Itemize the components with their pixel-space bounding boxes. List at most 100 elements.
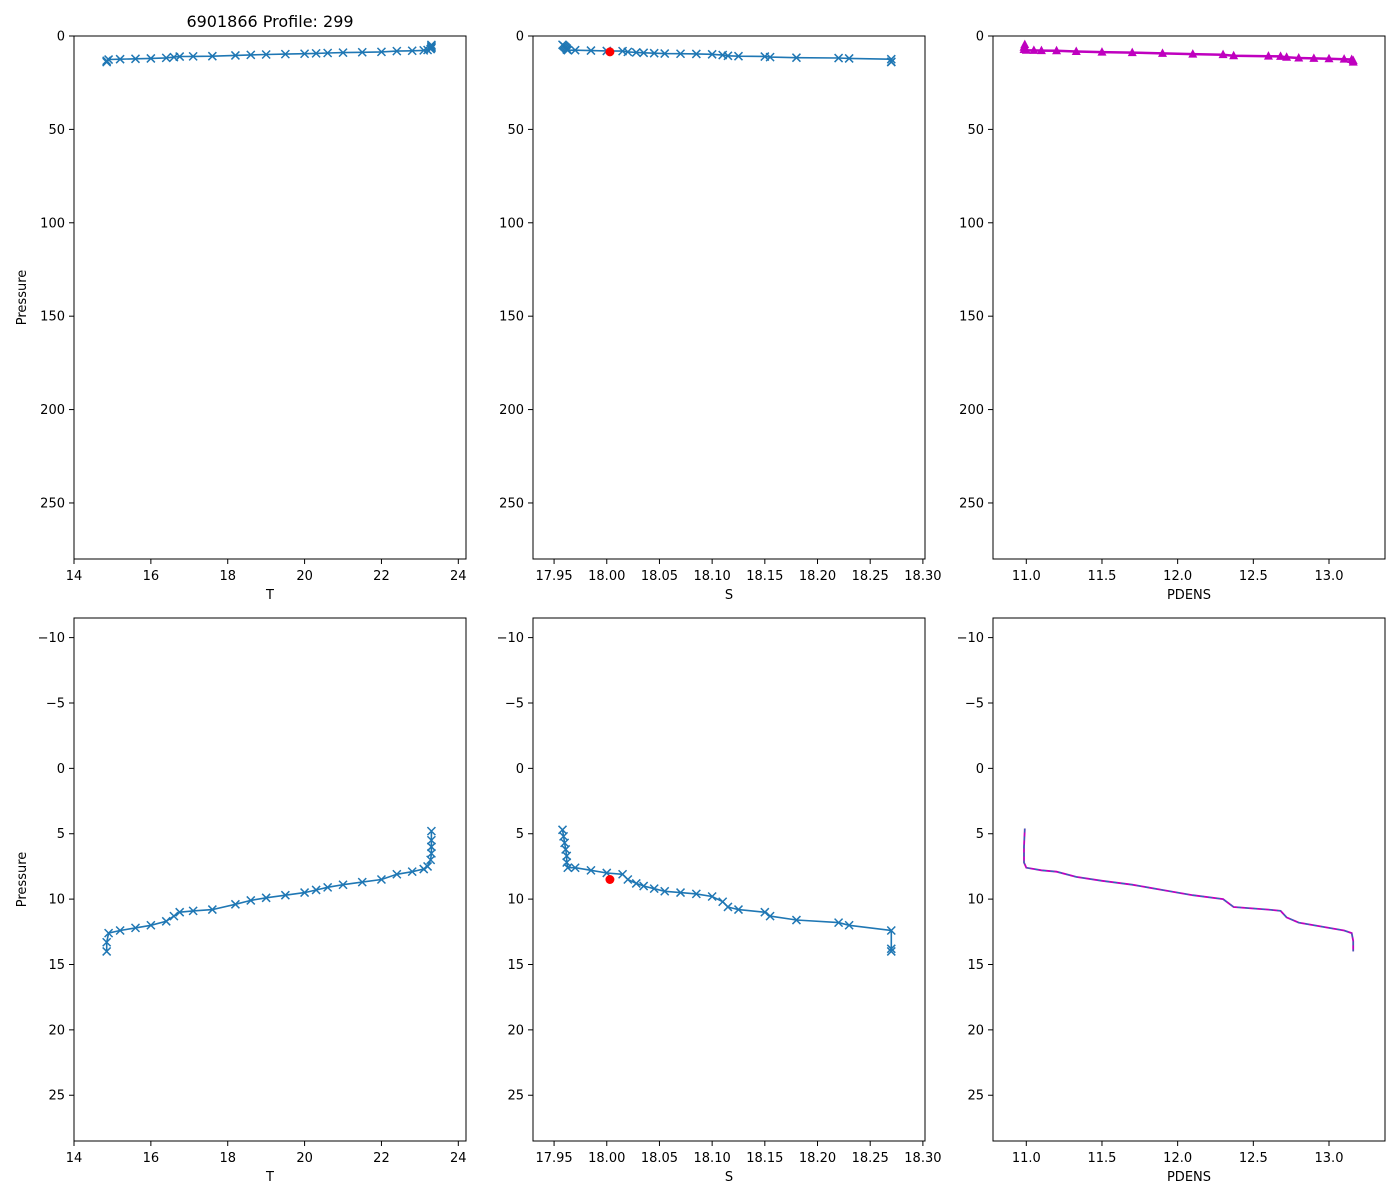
data-point: [631, 878, 641, 888]
data-point: [175, 52, 185, 62]
y-tick-label: 20: [967, 1023, 984, 1038]
data-point: [1348, 57, 1358, 66]
data-point: [207, 51, 217, 61]
x-axis-label: S: [725, 1170, 733, 1185]
data-point: [1263, 51, 1273, 60]
data-point: [765, 911, 775, 921]
x-tick-label: 18.15: [746, 1151, 783, 1166]
y-tick-label: 150: [499, 310, 524, 325]
x-tick-label: 18.10: [694, 569, 731, 584]
data-point: [426, 835, 436, 845]
y-tick-label: −10: [497, 631, 524, 646]
data-point: [586, 46, 596, 56]
x-tick-label: 18.25: [852, 569, 889, 584]
data-point: [1029, 45, 1039, 54]
data-point: [338, 880, 348, 890]
x-tick-label: 18.30: [904, 569, 941, 584]
flagged-point: [605, 47, 615, 57]
data-point: [649, 48, 659, 58]
data-point: [423, 861, 433, 871]
data-point: [188, 51, 198, 61]
data-point: [130, 54, 141, 64]
y-tick-label: 20: [48, 1023, 65, 1038]
y-tick-label: 0: [976, 30, 984, 45]
y-tick-label: 5: [516, 827, 524, 842]
x-tick-label: 16: [143, 1151, 160, 1166]
axes-frame: [532, 35, 926, 560]
plot-area: [557, 40, 896, 67]
data-point: [791, 53, 801, 63]
data-point: [1309, 53, 1319, 62]
axes-frame: [992, 35, 1386, 560]
data-point: [188, 906, 198, 916]
data-point: [392, 869, 402, 879]
plot-area: [1023, 828, 1355, 952]
x-tick-label: 18.10: [694, 1151, 731, 1166]
data-point: [261, 893, 271, 903]
data-point: [426, 40, 436, 50]
y-tick-label: −5: [505, 696, 524, 711]
data-point: [733, 51, 744, 61]
x-tick-label: 18.05: [641, 1151, 678, 1166]
x-tick-label: 17.95: [535, 1151, 572, 1166]
data-point: [707, 49, 717, 59]
data-point: [639, 881, 649, 891]
y-tick-label: 25: [967, 1089, 984, 1104]
x-tick-label: 13.0: [1315, 569, 1344, 584]
data-point: [300, 888, 310, 898]
y-tick-label: 50: [967, 123, 984, 138]
x-tick-label: 20: [296, 1151, 313, 1166]
data-point: [102, 946, 112, 956]
data-point: [230, 50, 240, 60]
x-tick-label: 14: [66, 1151, 83, 1166]
y-tick-label: 5: [976, 827, 984, 842]
data-point: [115, 54, 125, 64]
data-point: [426, 848, 436, 858]
data-point: [675, 49, 686, 59]
data-point: [426, 41, 436, 51]
x-tick-label: 18.00: [588, 569, 625, 584]
data-point: [246, 50, 256, 60]
y-tick-label: 150: [40, 310, 65, 325]
y-tick-label: 15: [967, 958, 984, 973]
data-point: [834, 918, 844, 928]
axes-frame: [992, 617, 1386, 1142]
series-line-dashed: [1023, 828, 1354, 952]
data-point: [338, 48, 348, 58]
data-point: [376, 874, 386, 885]
data-point: [1158, 48, 1168, 57]
panel-top-temperature: 6901866 Profile: 299 14 16 18 20 22 24 0 50 100 15…: [15, 12, 467, 603]
data-point: [280, 49, 290, 59]
y-tick-label: 0: [57, 762, 65, 777]
series-line-pdens: [1023, 828, 1355, 952]
data-point: [407, 46, 417, 56]
plot-area: [102, 826, 436, 956]
y-tick-label: 0: [516, 762, 524, 777]
x-tick-label: 22: [373, 569, 390, 584]
data-point: [419, 45, 429, 55]
data-point: [146, 53, 156, 63]
data-point: [115, 925, 125, 936]
data-point: [570, 863, 580, 873]
y-tick-label: 50: [48, 123, 65, 138]
data-point: [844, 53, 854, 63]
axes-frame: [73, 617, 467, 1142]
data-point: [1324, 53, 1334, 63]
y-tick-label: 25: [48, 1089, 65, 1104]
x-tick-label: 12.5: [1239, 1151, 1268, 1166]
data-point: [146, 920, 156, 930]
data-point: [1052, 45, 1062, 55]
data-point: [563, 863, 573, 873]
x-tick-label: 18.00: [588, 1151, 625, 1166]
y-tick-label: 0: [976, 762, 984, 777]
data-point: [311, 885, 321, 895]
x-tick-label: 18.30: [904, 1151, 941, 1166]
data-point: [1294, 53, 1304, 62]
x-axis-label: T: [265, 1170, 274, 1185]
data-point: [623, 874, 633, 885]
series-line-s: [561, 829, 893, 952]
figure-title: 6901866 Profile: 299: [186, 12, 353, 31]
x-tick-label: 13.0: [1315, 1151, 1344, 1166]
data-point: [562, 851, 572, 861]
data-point: [104, 928, 114, 938]
